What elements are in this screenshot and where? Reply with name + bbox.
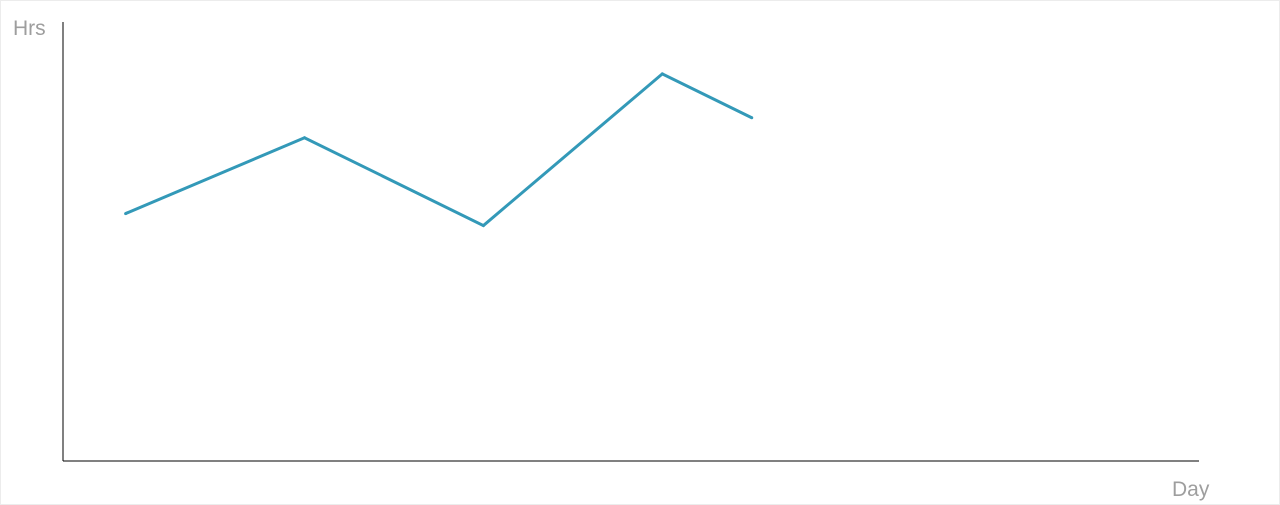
x-axis-label: Day: [1172, 478, 1210, 501]
data-point: [750, 116, 754, 120]
data-point: [481, 224, 485, 228]
series-layer: [124, 72, 754, 228]
series-line-1: [125, 72, 753, 228]
y-axis-label: Hrs: [13, 17, 46, 40]
data-point: [660, 72, 664, 76]
data-point: [124, 212, 128, 216]
data-point: [303, 136, 307, 140]
